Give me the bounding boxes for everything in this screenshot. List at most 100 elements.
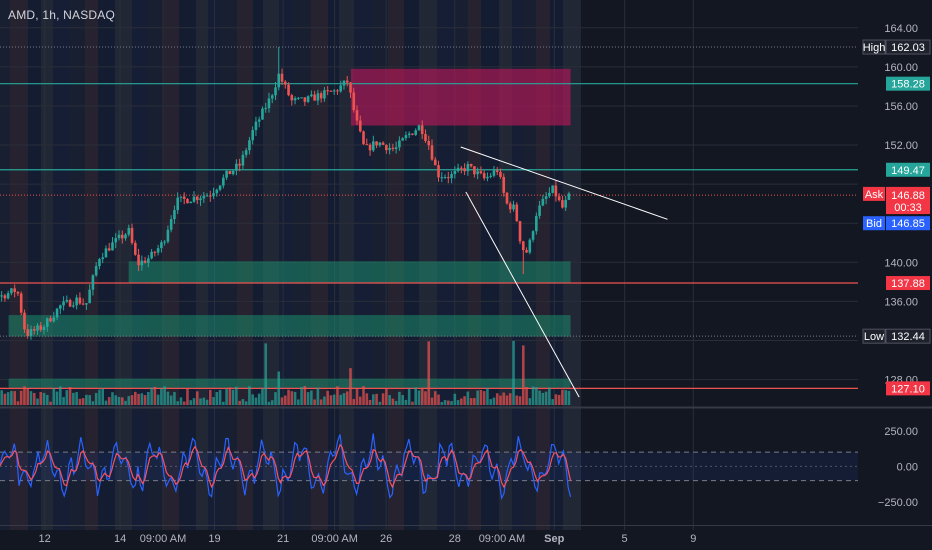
session-band [41,0,53,530]
candle-body [85,303,88,305]
candle-body [518,221,522,242]
volume-bar [561,389,564,405]
volume-bar [420,387,424,405]
volume-bar [378,401,382,405]
candle-body [544,196,548,199]
volume-bar [124,400,127,405]
candle-body [52,317,56,322]
trendline [465,191,580,398]
volume-bar [388,395,391,405]
candle-body [140,260,144,266]
candle-body [473,166,476,175]
price-tick-label: 156.00 [884,101,918,113]
candle-body [65,299,69,302]
price-tag-value: 132.44 [891,331,925,343]
candle-body [319,93,323,99]
candle-body [385,144,388,151]
candle-body [205,195,209,197]
candle-body [349,82,352,93]
candle-body [173,210,176,220]
volume-bar [166,391,170,405]
candle-body [88,289,91,304]
candle-body [19,293,23,313]
volume-bar [342,393,346,405]
volume-bar [535,387,538,405]
volume-bar [557,394,561,405]
volume-bar [466,391,470,405]
price-tag-box [886,188,930,203]
candle-body [192,196,196,202]
candle-body [114,237,118,243]
price-tick-label: 160.00 [884,62,918,74]
candle-body [508,203,512,210]
price-tag-label: Bid [866,218,882,230]
volume-bar [323,396,326,405]
volume-bar [433,391,437,405]
volume-bar [215,392,219,405]
price-tag-box [886,381,930,396]
volume-bar [521,345,525,405]
time-tick-label: 28 [449,533,461,545]
volume-bar [0,390,3,405]
candle-body [303,97,307,102]
volume-bar [13,391,16,405]
candle-body [163,241,166,243]
time-tick-label: 12 [38,533,50,545]
volume-bar [460,398,463,405]
candle-body [355,110,359,121]
volume-bar [303,386,307,405]
volume-bar [424,391,427,405]
candle-body [453,171,457,175]
candle-body [362,131,365,145]
candle-body [538,205,541,216]
candle-body [235,163,238,171]
candle-body [535,215,538,232]
candle-body [130,227,134,243]
price-tick-label: 152.00 [884,140,918,152]
candle-body [23,312,26,330]
candle-body [489,175,492,177]
volume-bar [228,387,232,405]
symbol-label[interactable]: AMD, 1h, NASDAQ [8,8,116,22]
volume-bar [479,389,483,405]
volume-bar [512,340,515,405]
candle-body [29,329,33,337]
time-tick-label: 14 [114,533,126,545]
candle-body [127,227,131,235]
volume-bar [88,395,91,405]
price-tick-label: 140.00 [884,257,918,269]
volume-bar [538,390,541,405]
volume-bar [143,395,147,405]
volume-bar [257,393,261,405]
candle-body [531,231,535,240]
candle-body [55,308,59,318]
volume-bar [417,390,421,405]
candle-body [414,130,418,135]
price-tag-value: 00:33 [894,202,922,214]
price-tag-label-box [863,216,885,231]
volume-bar [120,397,124,405]
volume-bar [476,390,479,405]
candle-body [182,196,186,199]
volume-bar [101,388,105,405]
time-tick-label: 5 [622,533,628,545]
volume-bar [68,386,72,405]
time-tick-label: 09:00 AM [140,533,186,545]
candle-body [124,234,127,239]
candle-body [567,193,571,200]
volume-bar [355,388,359,405]
price-tag-label: Low [864,331,884,343]
candle-body [68,299,72,307]
candle-body [75,297,78,306]
candle-body [407,133,411,136]
candle-body [94,266,98,276]
price-tag-value: 137.88 [891,278,925,290]
volume-bar [443,400,447,405]
candle-body [264,108,268,110]
volume-bar [127,396,131,405]
volume-bar [489,399,492,405]
volume-bar [267,401,271,405]
oscillator-k-line [0,433,572,501]
